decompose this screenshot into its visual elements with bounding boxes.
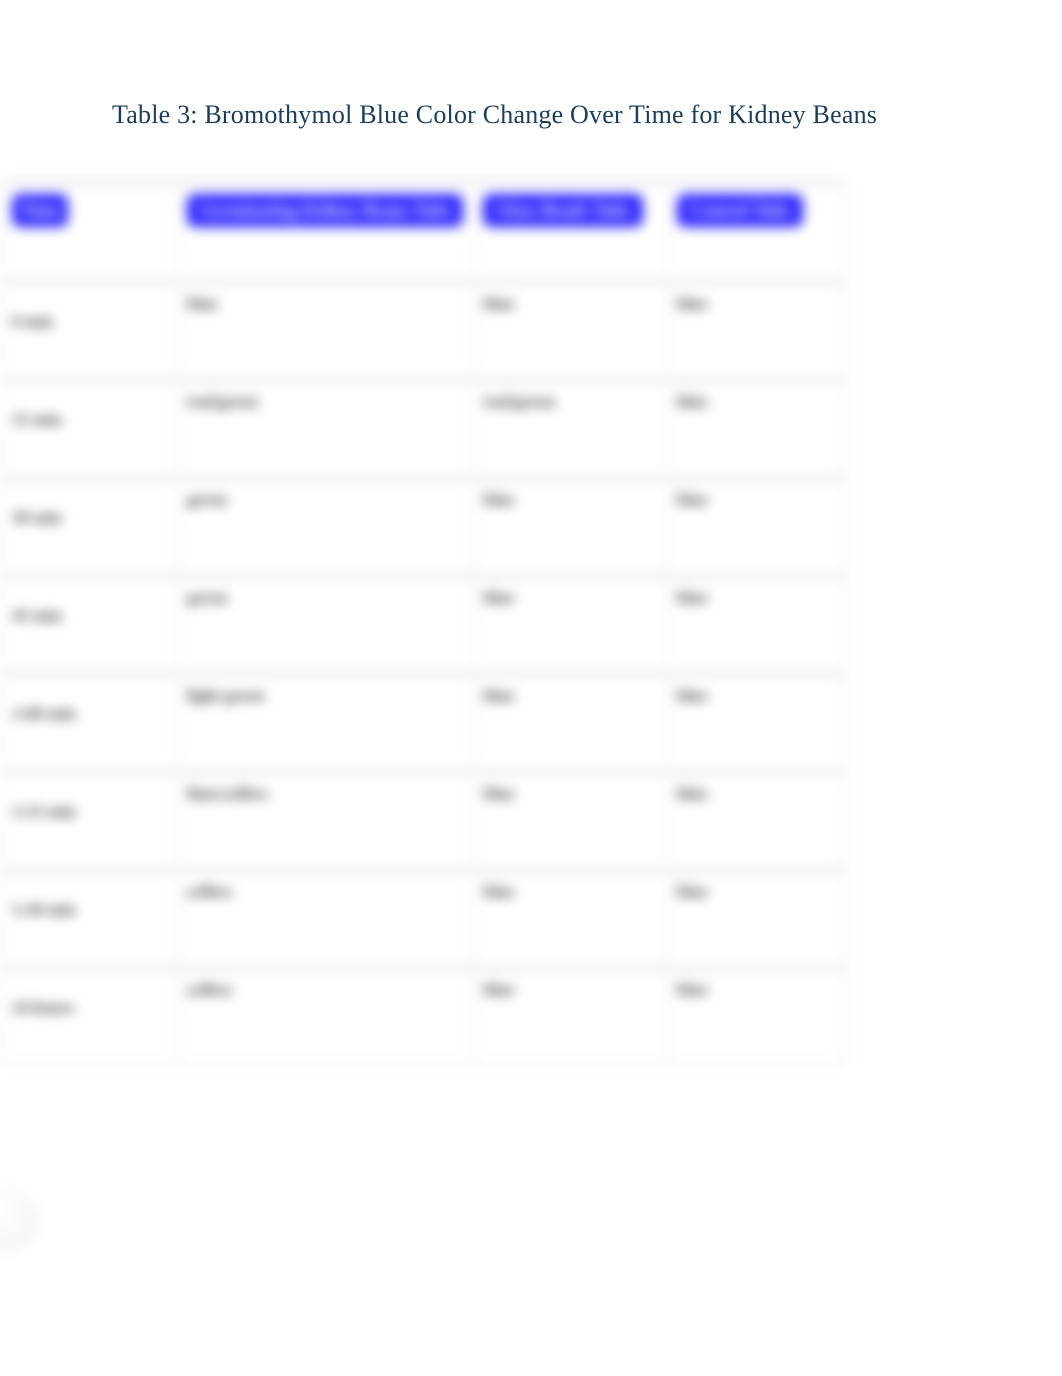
column-header-pill: Control Tube: [677, 194, 803, 227]
column-header: Time: [4, 182, 175, 278]
table-cell: blue: [669, 772, 842, 866]
table-cell: blue: [475, 674, 664, 768]
table-cell: blue: [669, 576, 842, 670]
table-cell: blue: [669, 380, 842, 474]
table-row: 24 hours yellow blue blue: [4, 968, 842, 1062]
table-cell: green: [179, 576, 472, 670]
row-label: 0 min: [4, 282, 175, 376]
page-title: Table 3: Bromothymol Blue Color Change O…: [0, 100, 1062, 130]
data-table: Time Germinating Kidney Beans Tube Glass…: [0, 178, 846, 1066]
table-row: 30 min green blue blue: [4, 478, 842, 572]
table-cell: blue: [475, 478, 664, 572]
table-cell: blue: [669, 282, 842, 376]
table-row: 1:30 min yellow blue blue: [4, 870, 842, 964]
page-curl-decoration: [0, 1190, 38, 1250]
table-cell: blue: [669, 478, 842, 572]
table-row: 45 min green blue blue: [4, 576, 842, 670]
table-cell: teal/green: [475, 380, 664, 474]
data-table-container: Time Germinating Kidney Beans Tube Glass…: [0, 178, 846, 1066]
table-cell: blue: [669, 968, 842, 1062]
table-cell: green: [179, 478, 472, 572]
column-header: Germinating Kidney Beans Tube: [179, 182, 472, 278]
table-cell: light green: [179, 674, 472, 768]
row-label: 1:15 min: [4, 772, 175, 866]
table-row: 15 min teal/green teal/green blue: [4, 380, 842, 474]
table-cell: yellow: [179, 870, 472, 964]
column-header: Control Tube: [669, 182, 842, 278]
table-cell: blue: [475, 772, 664, 866]
table-row: 1:15 min lime/yellow blue blue: [4, 772, 842, 866]
table-row: 0 min blue blue blue: [4, 282, 842, 376]
table-cell: blue: [475, 968, 664, 1062]
row-label: 1:30 min: [4, 870, 175, 964]
table-cell: blue: [475, 576, 664, 670]
table-cell: teal/green: [179, 380, 472, 474]
table-cell: blue: [475, 282, 664, 376]
column-header-pill: Glass Beads Tube: [483, 194, 642, 227]
column-header: Glass Beads Tube: [475, 182, 664, 278]
table-cell: blue: [475, 870, 664, 964]
table-cell: lime/yellow: [179, 772, 472, 866]
row-label: 15 min: [4, 380, 175, 474]
table-cell: yellow: [179, 968, 472, 1062]
row-label: 1:00 min: [4, 674, 175, 768]
table-cell: blue: [669, 674, 842, 768]
table-cell: blue: [669, 870, 842, 964]
table-body: 0 min blue blue blue 15 min teal/green t…: [4, 282, 842, 1062]
row-label: 24 hours: [4, 968, 175, 1062]
column-header-pill: Germinating Kidney Beans Tube: [187, 194, 464, 227]
column-header-pill: Time: [12, 194, 68, 227]
table-row: 1:00 min light green blue blue: [4, 674, 842, 768]
row-label: 30 min: [4, 478, 175, 572]
table-cell: blue: [179, 282, 472, 376]
table-header-row: Time Germinating Kidney Beans Tube Glass…: [4, 182, 842, 278]
row-label: 45 min: [4, 576, 175, 670]
